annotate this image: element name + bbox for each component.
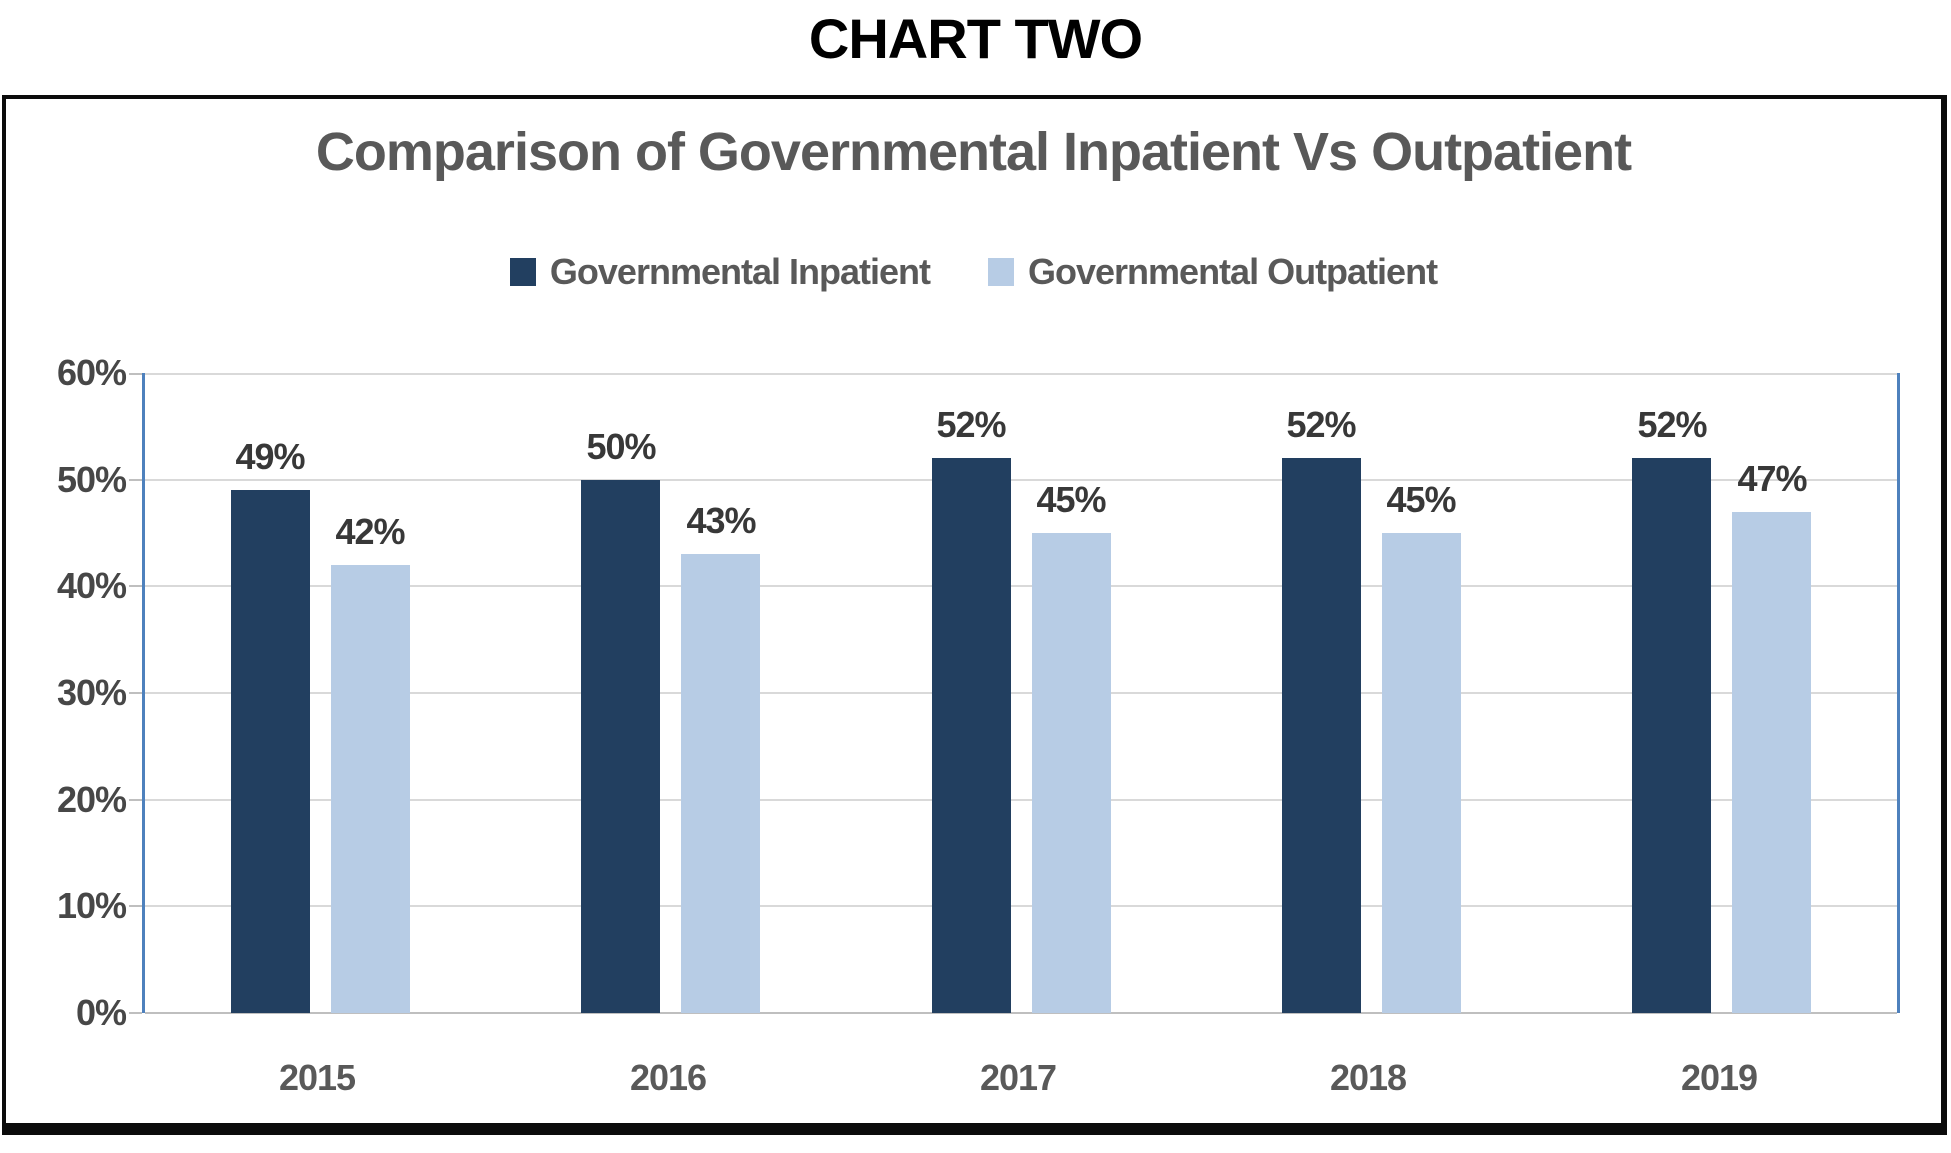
legend: Governmental Inpatient Governmental Outpa… — [6, 251, 1941, 293]
bar-governmental-inpatient-2019 — [1632, 458, 1711, 1013]
bar-governmental-outpatient-2016 — [681, 554, 760, 1013]
bar-label-governmental-outpatient-2015: 42% — [335, 511, 405, 552]
y-axis-tick — [129, 585, 142, 587]
y-axis-tick — [129, 479, 142, 481]
legend-label: Governmental Outpatient — [1028, 251, 1438, 292]
legend-item-governmental-outpatient: Governmental Outpatient — [988, 251, 1438, 293]
y-tick-label-20: 20% — [56, 779, 127, 820]
gridline-60 — [145, 373, 1897, 375]
y-axis-tick — [129, 1012, 142, 1014]
plot-area: 49% 42% 50% 43% 52% 45% 52% 45% 52% 47% — [129, 373, 1900, 1014]
bar-governmental-inpatient-2018 — [1282, 458, 1361, 1013]
x-tick-label-2016: 2016 — [629, 1057, 707, 1098]
bar-label-governmental-outpatient-2017: 45% — [1036, 479, 1106, 520]
bar-label-governmental-outpatient-2018: 45% — [1386, 479, 1456, 520]
bar-label-governmental-outpatient-2016: 43% — [686, 500, 756, 541]
gridline-40 — [145, 585, 1897, 587]
gridline-20 — [145, 799, 1897, 801]
bar-label-governmental-inpatient-2016: 50% — [586, 426, 656, 467]
legend-marker-icon — [988, 258, 1014, 286]
bar-governmental-inpatient-2016 — [581, 480, 660, 1013]
bar-label-governmental-inpatient-2019: 52% — [1637, 404, 1707, 445]
y-axis-tick — [129, 692, 142, 694]
y-axis-tick — [129, 799, 142, 801]
x-tick-label-2018: 2018 — [1329, 1057, 1407, 1098]
page-title: CHART TWO — [808, 7, 1143, 70]
y-axis-tick — [129, 905, 142, 907]
bar-label-governmental-inpatient-2015: 49% — [235, 436, 305, 477]
chart-title: Comparison of Governmental Inpatient Vs … — [315, 122, 1632, 182]
bar-label-governmental-inpatient-2018: 52% — [1286, 404, 1356, 445]
legend-label: Governmental Inpatient — [549, 251, 931, 292]
gridline-30 — [145, 692, 1897, 694]
bar-governmental-inpatient-2015 — [231, 490, 310, 1013]
y-tick-label-0: 0% — [75, 992, 127, 1033]
x-tick-label-2017: 2017 — [979, 1057, 1057, 1098]
gridline-0 — [145, 1012, 1897, 1014]
bar-label-governmental-inpatient-2017: 52% — [936, 404, 1006, 445]
y-tick-label-30: 30% — [56, 672, 127, 713]
bar-governmental-outpatient-2015 — [331, 565, 410, 1013]
y-axis-tick — [129, 373, 142, 375]
bar-governmental-outpatient-2017 — [1032, 533, 1111, 1013]
bar-governmental-inpatient-2017 — [932, 458, 1011, 1013]
y-tick-label-50: 50% — [56, 459, 127, 500]
x-tick-label-2015: 2015 — [278, 1057, 356, 1098]
x-tick-label-2019: 2019 — [1680, 1057, 1758, 1098]
bar-governmental-outpatient-2019 — [1732, 512, 1811, 1013]
legend-item-governmental-inpatient: Governmental Inpatient — [509, 251, 931, 293]
y-tick-label-10: 10% — [56, 885, 127, 926]
bar-governmental-outpatient-2018 — [1382, 533, 1461, 1013]
y-tick-label-60: 60% — [56, 352, 127, 393]
y-tick-label-40: 40% — [56, 565, 127, 606]
gridline-50 — [145, 479, 1897, 481]
gridline-10 — [145, 905, 1897, 907]
bar-label-governmental-outpatient-2019: 47% — [1737, 458, 1807, 499]
legend-marker-icon — [509, 258, 536, 286]
chart-frame: Comparison of Governmental Inpatient Vs … — [2, 95, 1947, 1135]
